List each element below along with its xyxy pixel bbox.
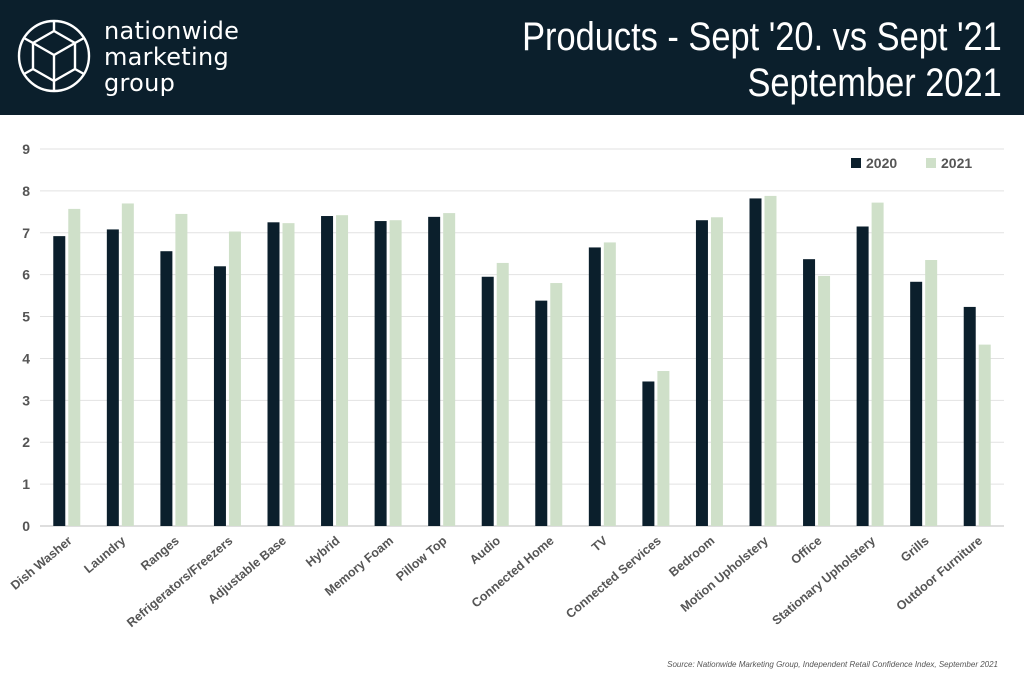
bar-2021 <box>121 203 134 526</box>
x-tick-label: Office <box>788 534 824 568</box>
x-tick-label: Audio <box>467 533 503 567</box>
bar-2020 <box>803 259 816 526</box>
bar-2021 <box>978 344 991 526</box>
x-tick-label: Refrigerators/Freezers <box>124 534 235 630</box>
bar-2021 <box>389 220 402 526</box>
bar-2020 <box>213 266 226 526</box>
bar-2020 <box>267 222 280 527</box>
bar-2021 <box>175 213 188 526</box>
bar-2020 <box>749 198 762 526</box>
brand-name: nationwide marketing group <box>104 18 239 96</box>
y-tick-label: 0 <box>22 518 30 534</box>
bar-chart: 0 1 2 3 4 5 6 7 8 9 Dish Washer Laundry RangesRefrig… <box>8 141 1004 630</box>
bar-2020 <box>642 381 655 526</box>
y-tick-label: 7 <box>22 225 30 241</box>
legend-swatch-2020 <box>851 158 861 168</box>
bar-2021 <box>443 213 456 526</box>
y-tick-label: 2 <box>22 434 30 450</box>
bar-2021 <box>657 371 670 526</box>
bar-2021 <box>282 223 295 526</box>
bar-2021 <box>496 262 509 526</box>
x-tick-label: Connected Services <box>563 534 664 622</box>
legend-label: 2021 <box>941 155 972 171</box>
x-tick-label: Grills <box>898 534 932 565</box>
y-tick-label: 1 <box>22 476 30 492</box>
legend-swatch-2021 <box>926 158 936 168</box>
bar-2021 <box>871 202 884 526</box>
geodesic-sphere-icon <box>17 19 91 93</box>
x-tick-label: Stationary Upholstery <box>770 534 879 628</box>
bar-2020 <box>588 247 601 526</box>
x-tick-label: Dish Washer <box>8 533 75 592</box>
x-tick-label: Bedroom <box>666 534 717 580</box>
bar-2020 <box>321 216 334 526</box>
bar-2020 <box>53 236 66 526</box>
bar-2021 <box>228 231 241 526</box>
bar-2020 <box>963 306 976 526</box>
bar-2020 <box>106 229 119 526</box>
bar-2021 <box>764 195 777 526</box>
bar-2020 <box>481 276 494 526</box>
y-tick-label: 8 <box>22 183 30 199</box>
y-tick-label: 9 <box>22 141 30 157</box>
bar-2020 <box>428 216 441 527</box>
source-note: Source: Nationwide Marketing Group, Inde… <box>667 660 998 669</box>
bar-2021 <box>925 260 938 526</box>
y-tick-label: 6 <box>22 267 30 283</box>
title-line-2: September 2021 <box>747 61 1002 105</box>
bar-2021 <box>550 283 563 526</box>
x-tick-label: TV <box>589 533 611 554</box>
y-tick-label: 4 <box>22 350 30 366</box>
bar-2021 <box>818 275 831 526</box>
brand-line-2: marketing <box>104 43 229 71</box>
y-tick-label: 5 <box>22 309 30 325</box>
bar-2020 <box>160 251 173 526</box>
legend-label: 2020 <box>866 155 897 171</box>
y-tick-label: 3 <box>22 392 30 408</box>
x-tick-label: Ranges <box>138 534 182 574</box>
title-line-1: Products - Sept '20. vs Sept '21 <box>522 15 1002 59</box>
bar-2020 <box>856 226 869 526</box>
x-tick-label: Hybrid <box>303 534 342 570</box>
x-tick-label: Pillow Top <box>393 533 449 584</box>
bar-2021 <box>336 215 349 526</box>
header-banner: nationwide marketing group Products - Se… <box>0 0 1024 115</box>
bar-2021 <box>603 242 616 526</box>
page-title: Products - Sept '20. vs Sept '21 Septemb… <box>522 14 1002 106</box>
bar-2021 <box>710 217 723 526</box>
x-tick-label: Laundry <box>81 534 128 576</box>
brand-line-1: nationwide <box>104 17 240 45</box>
bar-2020 <box>910 281 923 526</box>
bar-2020 <box>535 300 548 526</box>
bar-2020 <box>374 221 387 526</box>
bar-2020 <box>695 220 708 526</box>
brand-line-3: group <box>104 69 176 97</box>
x-tick-label: Motion Upholstery <box>678 534 771 615</box>
bar-2021 <box>68 208 81 526</box>
